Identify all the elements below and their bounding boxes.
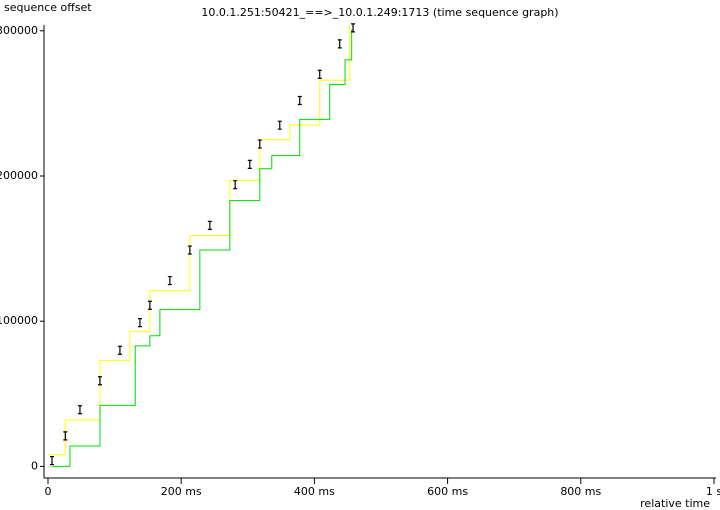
x-tick-label: 0 xyxy=(44,485,51,498)
segment-mark xyxy=(277,120,282,130)
segment-mark xyxy=(137,318,142,328)
segment-mark xyxy=(77,405,82,415)
segment-mark xyxy=(167,275,172,286)
chart-title: 10.0.1.251:50421_==>_10.0.1.249:1713 (ti… xyxy=(201,6,558,19)
segment-mark xyxy=(257,139,262,149)
y-tick-label: 0 xyxy=(31,459,38,472)
y-axis-label: sequence offset xyxy=(4,1,92,14)
segment-mark xyxy=(147,300,152,310)
segment-mark xyxy=(63,431,68,441)
segment-mark xyxy=(247,159,252,169)
segment-mark xyxy=(117,345,122,355)
segment-mark xyxy=(49,455,54,466)
x-axis-label: relative time xyxy=(640,497,710,510)
y-tick-label: 100000 xyxy=(0,314,38,327)
segment-mark xyxy=(97,376,102,386)
y-tick-label: 300000 xyxy=(0,24,38,37)
x-tick-label: 200 ms xyxy=(161,485,202,498)
x-tick-label: 400 ms xyxy=(294,485,335,498)
segment-mark xyxy=(337,39,342,49)
segment-mark xyxy=(207,220,212,230)
segment-mark xyxy=(351,23,356,33)
series-line xyxy=(51,29,353,467)
segment-mark xyxy=(317,69,322,79)
segment-mark xyxy=(187,245,192,255)
x-tick-label: 1 s xyxy=(706,485,720,498)
segment-mark xyxy=(233,180,238,190)
x-tick-label: 600 ms xyxy=(427,485,468,498)
series-line xyxy=(47,25,351,456)
y-tick-label: 200000 xyxy=(0,169,38,182)
x-tick-label: 800 ms xyxy=(560,485,601,498)
segment-mark xyxy=(297,95,302,106)
